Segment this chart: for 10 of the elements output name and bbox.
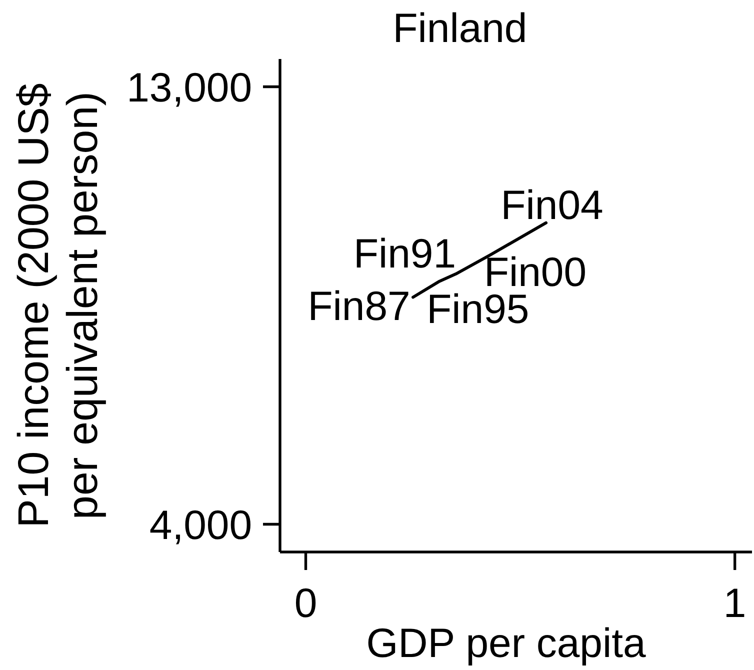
annotation: Fin91 — [353, 230, 456, 277]
y-tick-label: 13,000 — [126, 64, 252, 110]
annotation: Fin04 — [500, 182, 604, 228]
x-axis-title: GDP per capita — [366, 620, 646, 666]
annotation: Fin87 — [308, 283, 410, 330]
chart-title: Finland — [392, 5, 528, 51]
x-tick-label: 1 — [723, 580, 746, 626]
x-tick-label: 0 — [294, 580, 318, 626]
y-tick-label: 4,000 — [149, 502, 252, 548]
y-axis-title: P10 income (2000 US$ per equivalent person) — [10, 83, 107, 528]
